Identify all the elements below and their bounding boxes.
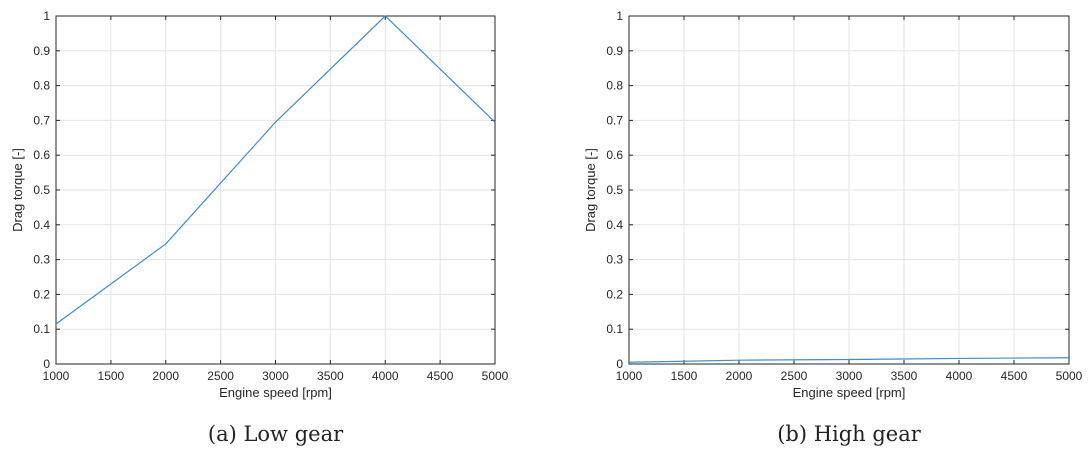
x-tick-label: 2500 [781, 369, 808, 383]
x-tick-label: 4500 [427, 369, 454, 383]
y-tick-label: 0.9 [33, 44, 50, 58]
y-tick-label: 1 [43, 9, 50, 23]
x-tick-label: 2000 [152, 369, 179, 383]
x-axis-label: Engine speed [rpm] [793, 385, 906, 400]
x-tick-label: 3500 [891, 369, 918, 383]
series-line [628, 357, 1070, 363]
y-tick-label: 0.5 [33, 183, 50, 197]
x-tick-label: 4000 [372, 369, 399, 383]
y-tick-label: 0.6 [606, 148, 623, 162]
x-tick-label: 2000 [726, 369, 753, 383]
y-tick-label: 1 [616, 9, 623, 23]
chart-panel-b: 1000 1500 2000 2500 3000 3500 4000 4500 5000 0 0.1… [583, 9, 1083, 446]
chart-panel-a: 1000 1500 2000 2500 3000 3500 4000 4500 5000 0 0.1… [10, 9, 509, 446]
y-tick-label: 0.1 [33, 322, 50, 336]
subfigure-caption: (b) High gear [777, 422, 922, 446]
y-tick-label: 0.4 [33, 218, 50, 232]
y-tick-label: 0.7 [606, 113, 623, 127]
subfigure-caption: (a) Low gear [208, 422, 344, 446]
y-tick-label: 0.5 [606, 183, 623, 197]
y-tick-label: 0.2 [606, 287, 623, 301]
x-tick-label: 5000 [1056, 369, 1083, 383]
x-tick-label: 5000 [482, 369, 509, 383]
y-tick-label: 0.3 [33, 253, 50, 267]
x-tick-label: 3500 [317, 369, 344, 383]
y-tick-label: 0.8 [33, 79, 50, 93]
x-tick-label: 1000 [616, 369, 643, 383]
y-tick-label: 0.4 [606, 218, 623, 232]
y-axis-label: Drag torque [-] [583, 148, 598, 232]
y-tick-label: 0.1 [606, 322, 623, 336]
x-tick-label: 1500 [98, 369, 125, 383]
x-tick-label: 3000 [262, 369, 289, 383]
y-axis-label: Drag torque [-] [10, 148, 25, 232]
y-tick-label: 0.7 [33, 113, 50, 127]
x-tick-label: 2500 [207, 369, 234, 383]
x-tick-label: 1500 [671, 369, 698, 383]
x-tick-label: 4500 [1001, 369, 1028, 383]
x-tick-label: 3000 [836, 369, 863, 383]
y-tick-label: 0.9 [606, 44, 623, 58]
x-tick-label: 4000 [946, 369, 973, 383]
y-tick-label: 0.3 [606, 253, 623, 267]
y-tick-label: 0.8 [606, 79, 623, 93]
y-tick-label: 0.6 [33, 148, 50, 162]
x-axis-label: Engine speed [rpm] [219, 385, 332, 400]
y-tick-label: 0.2 [33, 287, 50, 301]
y-tick-label: 0 [616, 357, 623, 371]
y-tick-label: 0 [43, 357, 50, 371]
x-tick-label: 1000 [43, 369, 70, 383]
